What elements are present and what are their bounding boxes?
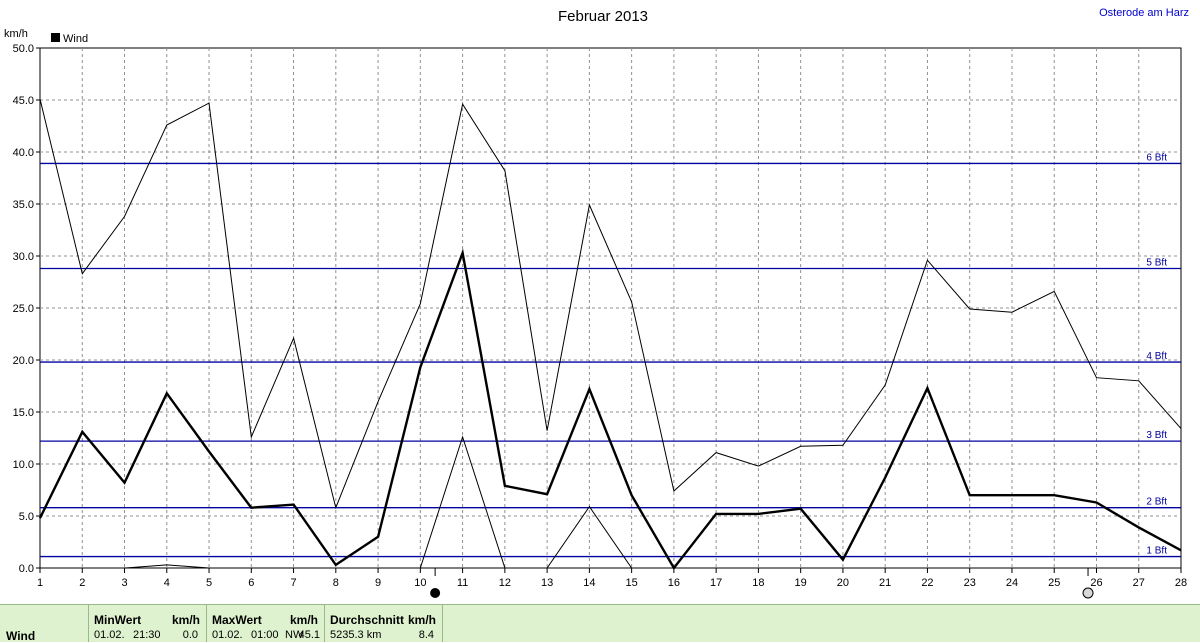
stats-max-cell: MaxWert km/h 01.02. 01:00 NW 45.1 <box>206 605 325 642</box>
y-tick-label: 40.0 <box>13 147 34 159</box>
x-tick-label: 9 <box>375 577 381 589</box>
x-tick-label: 2 <box>79 577 85 589</box>
stats-min-cell: MinWert km/h 01.02. 21:30 0.0 <box>88 605 207 642</box>
y-tick-label: 30.0 <box>13 251 34 263</box>
y-tick-label: 15.0 <box>13 407 34 419</box>
x-tick-label: 23 <box>964 577 976 589</box>
min-value: 0.0 <box>182 629 198 641</box>
beaufort-label: 1 Bft <box>1146 546 1167 557</box>
x-tick-label: 6 <box>248 577 254 589</box>
y-tick-label: 50.0 <box>13 43 34 55</box>
x-tick-label: 7 <box>290 577 296 589</box>
min-unit: km/h <box>171 613 200 627</box>
x-tick-label: 1 <box>37 577 43 589</box>
y-axis-label: km/h <box>4 28 28 40</box>
beaufort-label: 5 Bft <box>1146 257 1167 268</box>
avg-value: 8.4 <box>418 629 434 641</box>
x-tick-label: 25 <box>1048 577 1060 589</box>
stats-series-name: Wind <box>6 629 36 643</box>
x-tick-label: 24 <box>1006 577 1018 589</box>
x-tick-label: 11 <box>457 577 468 589</box>
beaufort-label: 6 Bft <box>1146 152 1167 163</box>
series-line-min <box>40 435 1181 569</box>
new-moon-icon <box>430 588 441 598</box>
x-tick-label: 26 <box>1090 577 1102 589</box>
y-tick-label: 45.0 <box>13 95 34 107</box>
avg-distance: 5235.3 km <box>330 629 382 641</box>
x-tick-label: 12 <box>499 577 511 589</box>
max-direction: NW <box>285 629 304 641</box>
max-unit: km/h <box>289 613 318 627</box>
x-tick-label: 8 <box>333 577 339 589</box>
x-tick-label: 10 <box>414 577 426 589</box>
stats-avg-cell: Durchschnitt km/h 5235.3 km 8.4 <box>324 605 443 642</box>
beaufort-label: 3 Bft <box>1146 430 1167 441</box>
x-tick-label: 20 <box>837 577 849 589</box>
min-time: 21:30 <box>133 629 161 641</box>
series-line-mean <box>38 248 1182 571</box>
x-tick-label: 19 <box>795 577 807 589</box>
legend-swatch <box>51 33 60 42</box>
avg-unit: km/h <box>407 613 436 627</box>
x-tick-label: 14 <box>583 577 595 589</box>
y-tick-label: 35.0 <box>13 199 34 211</box>
plot-area: 0.0 5.0 10.0 15.0 20.0 25.0 30.0 35.0 40.0 45.0 50… <box>13 43 1187 599</box>
y-tick-label: 0.0 <box>19 563 34 575</box>
min-header: MinWert <box>94 613 142 627</box>
y-tick-label: 10.0 <box>13 459 34 471</box>
y-tick-label: 25.0 <box>13 303 34 315</box>
x-tick-label: 28 <box>1175 577 1187 589</box>
x-tick-label: 27 <box>1133 577 1145 589</box>
wind-chart: Februar 2013 Osterode am Harz km/h Wind … <box>4 7 1189 599</box>
avg-header: Durchschnitt <box>330 613 405 627</box>
x-tick-label: 3 <box>121 577 127 589</box>
y-tick-label: 5.0 <box>19 511 34 523</box>
location-link[interactable]: Osterode am Harz <box>1099 7 1189 19</box>
max-header: MaxWert <box>212 613 262 627</box>
x-tick-label: 17 <box>710 577 722 589</box>
stats-name-cell: Wind <box>0 605 89 643</box>
x-tick-label: 5 <box>206 577 212 589</box>
max-time: 01:00 <box>251 629 279 641</box>
x-tick-label: 4 <box>164 577 170 589</box>
beaufort-label: 4 Bft <box>1146 351 1167 362</box>
series-line-max <box>39 98 1182 510</box>
chart-title: Februar 2013 <box>558 8 648 25</box>
x-tick-label: 22 <box>921 577 933 589</box>
min-date: 01.02. <box>94 629 125 641</box>
x-tick-label: 18 <box>752 577 764 589</box>
beaufort-label: 2 Bft <box>1146 497 1167 508</box>
max-value: 45.1 <box>298 629 320 641</box>
x-tick-label: 16 <box>668 577 680 589</box>
y-tick-label: 20.0 <box>13 355 34 367</box>
statistics-footer: Wind MinWert km/h 01.02. 21:30 0.0 MaxWe… <box>0 604 1200 643</box>
x-tick-label: 15 <box>626 577 638 589</box>
max-date: 01.02. <box>212 629 243 641</box>
full-moon-icon <box>1082 587 1094 599</box>
legend-label: Wind <box>63 33 88 45</box>
x-tick-label: 21 <box>879 577 891 589</box>
x-tick-label: 13 <box>541 577 553 589</box>
